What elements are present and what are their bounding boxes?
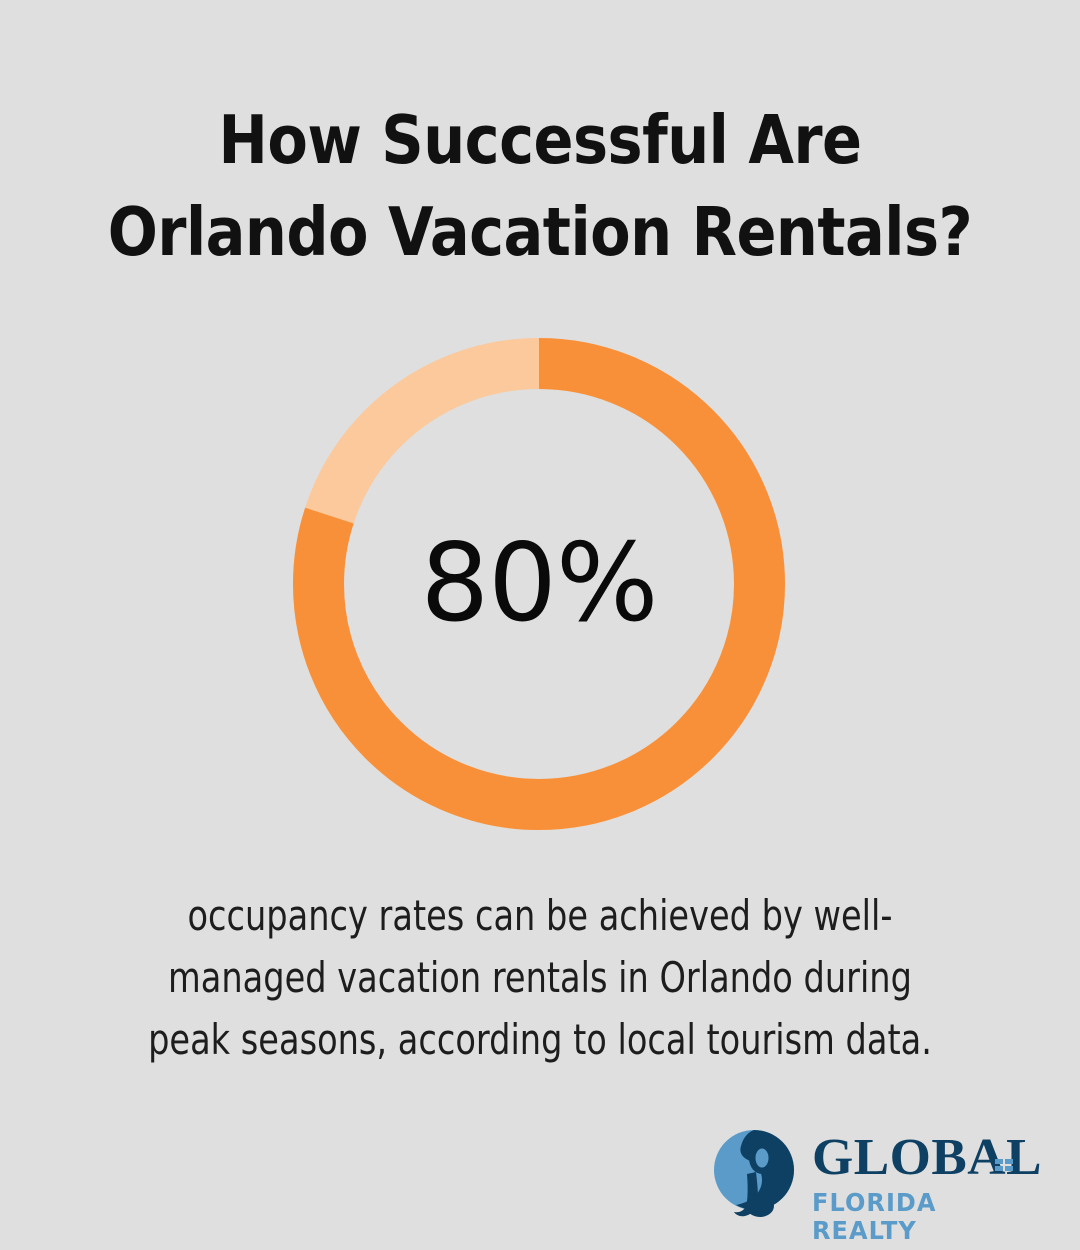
title-line-2: Orlando Vacation Rentals? (107, 193, 973, 271)
house-grid-icon (995, 1159, 1013, 1171)
logo-wordmark-group: GLOBAL FLORIDA REALTY (812, 1132, 1042, 1245)
donut-chart: 80% (293, 338, 785, 830)
brand-logo: GLOBAL FLORIDA REALTY (712, 1126, 1042, 1245)
body-line-3: peak seasons, according to local tourism… (148, 1015, 932, 1064)
body-copy: occupancy rates can be achieved by well-… (50, 885, 1030, 1071)
logo-wordmark: GLOBAL (812, 1129, 1043, 1186)
body-line-1: occupancy rates can be achieved by well- (187, 891, 893, 940)
donut-chart-svg (293, 338, 785, 830)
donut-segment-achieved (293, 338, 785, 830)
logo-tagline: FLORIDA REALTY (812, 1188, 937, 1245)
body-line-2: managed vacation rentals in Orlando duri… (168, 953, 912, 1002)
globe-g-logo-icon (714, 1130, 794, 1217)
title-line-1: How Successful Are (218, 101, 862, 179)
page-title: How Successful Are Orlando Vacation Rent… (0, 94, 1080, 278)
